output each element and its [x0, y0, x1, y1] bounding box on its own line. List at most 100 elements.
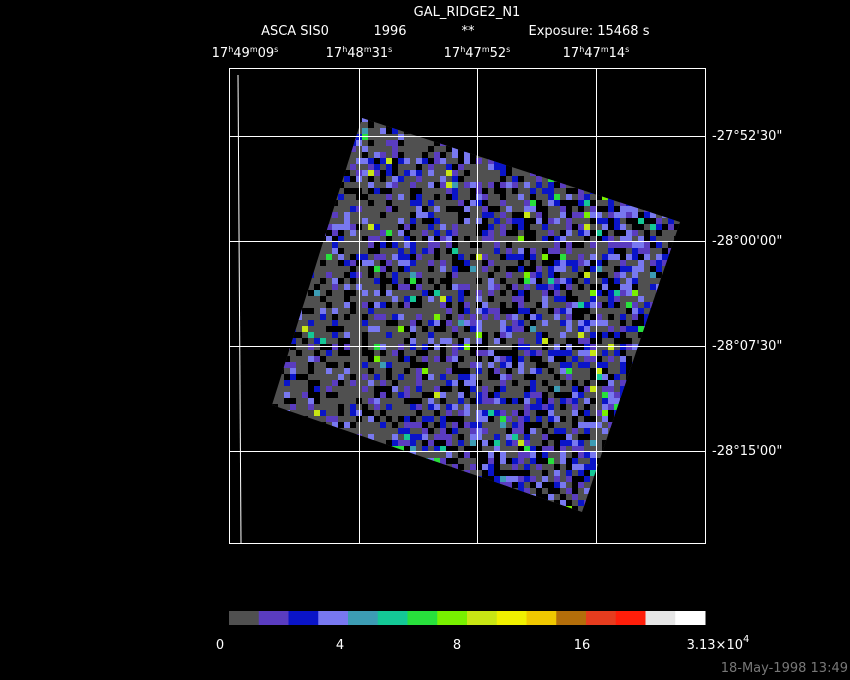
image-pixel [362, 320, 368, 326]
image-pixel [266, 362, 272, 368]
image-pixel [446, 404, 452, 410]
image-pixel [500, 170, 506, 176]
image-pixel [590, 422, 596, 428]
image-pixel [668, 278, 674, 284]
image-pixel [530, 260, 536, 266]
image-pixel [296, 188, 302, 194]
image-pixel [542, 380, 548, 386]
image-pixel [314, 458, 320, 464]
image-pixel [386, 236, 392, 242]
image-pixel [476, 446, 482, 452]
image-pixel [284, 416, 290, 422]
image-pixel [554, 446, 560, 452]
image-pixel [680, 338, 686, 344]
image-pixel [542, 500, 548, 506]
image-pixel [278, 260, 284, 266]
image-pixel [518, 296, 524, 302]
image-pixel [494, 482, 500, 488]
image-pixel [554, 440, 560, 446]
image-pixel [674, 242, 680, 248]
image-pixel [590, 118, 596, 122]
image-pixel [422, 440, 428, 446]
image-pixel [410, 236, 416, 242]
image-pixel [560, 230, 566, 236]
image-pixel [422, 374, 428, 380]
image-pixel [608, 302, 614, 308]
image-pixel [584, 410, 590, 416]
image-pixel [380, 110, 386, 116]
image-pixel [566, 278, 572, 284]
image-pixel [296, 506, 302, 512]
image-pixel [518, 248, 524, 254]
image-pixel [476, 230, 482, 236]
colorbar-label-part: 8 [453, 638, 461, 653]
image-pixel [410, 446, 416, 452]
image-pixel [452, 248, 458, 254]
image-pixel [638, 362, 644, 368]
image-pixel [452, 368, 458, 374]
image-pixel [260, 302, 266, 308]
image-pixel [554, 500, 560, 506]
image-pixel [260, 110, 266, 116]
image-pixel [590, 320, 596, 326]
image-pixel [656, 380, 662, 386]
image-pixel [434, 392, 440, 398]
image-pixel [512, 188, 518, 194]
image-pixel [434, 284, 440, 290]
image-pixel [362, 314, 368, 320]
image-pixel [458, 452, 464, 458]
image-pixel [674, 476, 680, 482]
image-pixel [422, 368, 428, 374]
image-pixel [668, 260, 674, 266]
image-pixel [572, 458, 578, 464]
image-pixel [590, 290, 596, 296]
image-pixel [464, 374, 470, 380]
image-pixel [536, 458, 542, 464]
image-pixel [440, 260, 446, 266]
image-pixel [674, 410, 680, 416]
image-pixel [602, 512, 608, 518]
image-pixel [380, 272, 386, 278]
image-pixel [344, 332, 350, 338]
image-pixel [494, 266, 500, 272]
image-pixel [314, 392, 320, 398]
image-pixel [350, 176, 356, 182]
image-pixel [548, 248, 554, 254]
image-pixel [410, 194, 416, 200]
image-pixel [488, 290, 494, 296]
image-pixel [644, 512, 650, 518]
image-pixel [404, 236, 410, 242]
image-pixel [410, 320, 416, 326]
image-pixel [488, 122, 494, 128]
image-pixel [344, 368, 350, 374]
image-pixel [614, 182, 620, 188]
image-pixel [578, 440, 584, 446]
image-pixel [656, 362, 662, 368]
image-pixel [638, 212, 644, 218]
image-pixel [536, 356, 542, 362]
image-pixel [428, 464, 434, 470]
image-pixel [434, 248, 440, 254]
image-pixel [482, 224, 488, 230]
image-pixel [362, 512, 368, 518]
image-pixel [542, 458, 548, 464]
image-pixel [566, 512, 572, 518]
image-pixel [662, 332, 668, 338]
image-pixel [638, 146, 644, 152]
image-pixel [488, 356, 494, 362]
image-pixel [446, 494, 452, 500]
image-pixel [518, 140, 524, 146]
image-pixel [650, 476, 656, 482]
image-pixel [458, 176, 464, 182]
colorbar-label: 16 [574, 638, 591, 653]
image-pixel [566, 224, 572, 230]
image-pixel [506, 230, 512, 236]
image-pixel [620, 290, 626, 296]
image-pixel [620, 326, 626, 332]
image-pixel [410, 200, 416, 206]
image-pixel [332, 248, 338, 254]
image-pixel [530, 404, 536, 410]
image-pixel [506, 326, 512, 332]
image-pixel [452, 152, 458, 158]
image-pixel [464, 320, 470, 326]
